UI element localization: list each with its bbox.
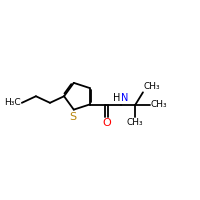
Text: CH₃: CH₃ <box>127 118 143 127</box>
Text: S: S <box>69 112 76 122</box>
Text: O: O <box>102 118 111 128</box>
Text: H: H <box>113 93 121 103</box>
Text: N: N <box>121 93 128 103</box>
Text: CH₃: CH₃ <box>150 100 167 109</box>
Text: H₃C: H₃C <box>4 98 21 107</box>
Text: CH₃: CH₃ <box>144 82 160 91</box>
